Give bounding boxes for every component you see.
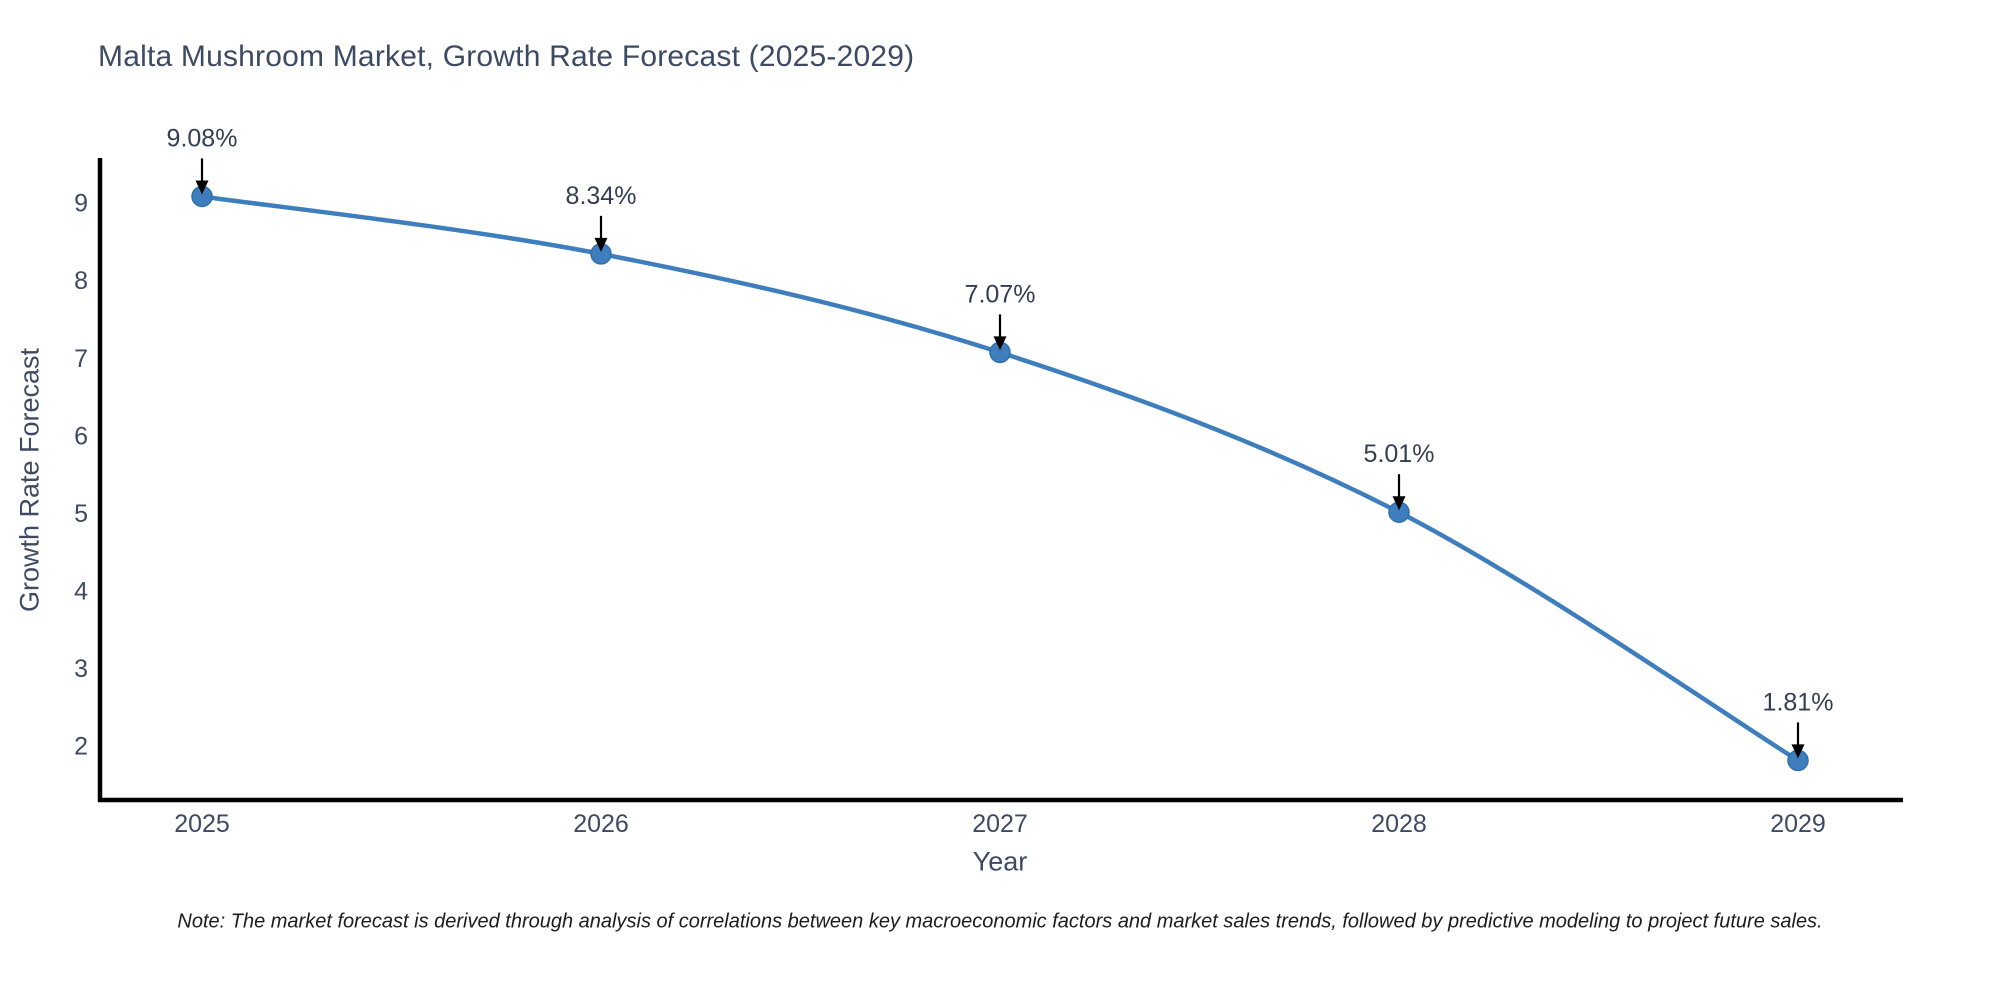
chart-title: Malta Mushroom Market, Growth Rate Forec… — [98, 40, 915, 73]
y-tick-label: 5 — [74, 500, 88, 528]
annotation-label: 8.34% — [566, 182, 637, 210]
y-tick-label: 8 — [74, 267, 88, 295]
y-axis-title: Growth Rate Forecast — [14, 347, 45, 613]
y-tick-label: 6 — [74, 422, 88, 450]
annotation-label: 5.01% — [1364, 440, 1435, 468]
x-tick-label: 2026 — [573, 810, 629, 838]
y-tick-label: 2 — [74, 733, 88, 761]
annotation-label: 1.81% — [1763, 688, 1834, 716]
x-tick-label: 2029 — [1770, 810, 1826, 838]
annotation-arrowhead-icon — [1392, 496, 1406, 511]
footnote: Note: The market forecast is derived thr… — [177, 910, 1823, 933]
y-tick-label: 3 — [74, 655, 88, 683]
annotation-arrowhead-icon — [993, 336, 1007, 351]
annotation-label: 7.07% — [965, 280, 1036, 308]
y-tick-label: 7 — [74, 345, 88, 373]
y-tick-label: 9 — [74, 190, 88, 218]
annotation-arrowhead-icon — [1791, 744, 1805, 759]
x-axis-title: Year — [972, 846, 1028, 877]
annotation-arrowhead-icon — [195, 180, 209, 195]
x-tick-label: 2027 — [972, 810, 1028, 838]
y-tick-label: 4 — [74, 578, 88, 606]
annotation-arrowhead-icon — [594, 237, 608, 252]
x-tick-label: 2025 — [174, 810, 230, 838]
x-tick-label: 2028 — [1371, 810, 1427, 838]
annotation-label: 9.08% — [167, 124, 238, 152]
